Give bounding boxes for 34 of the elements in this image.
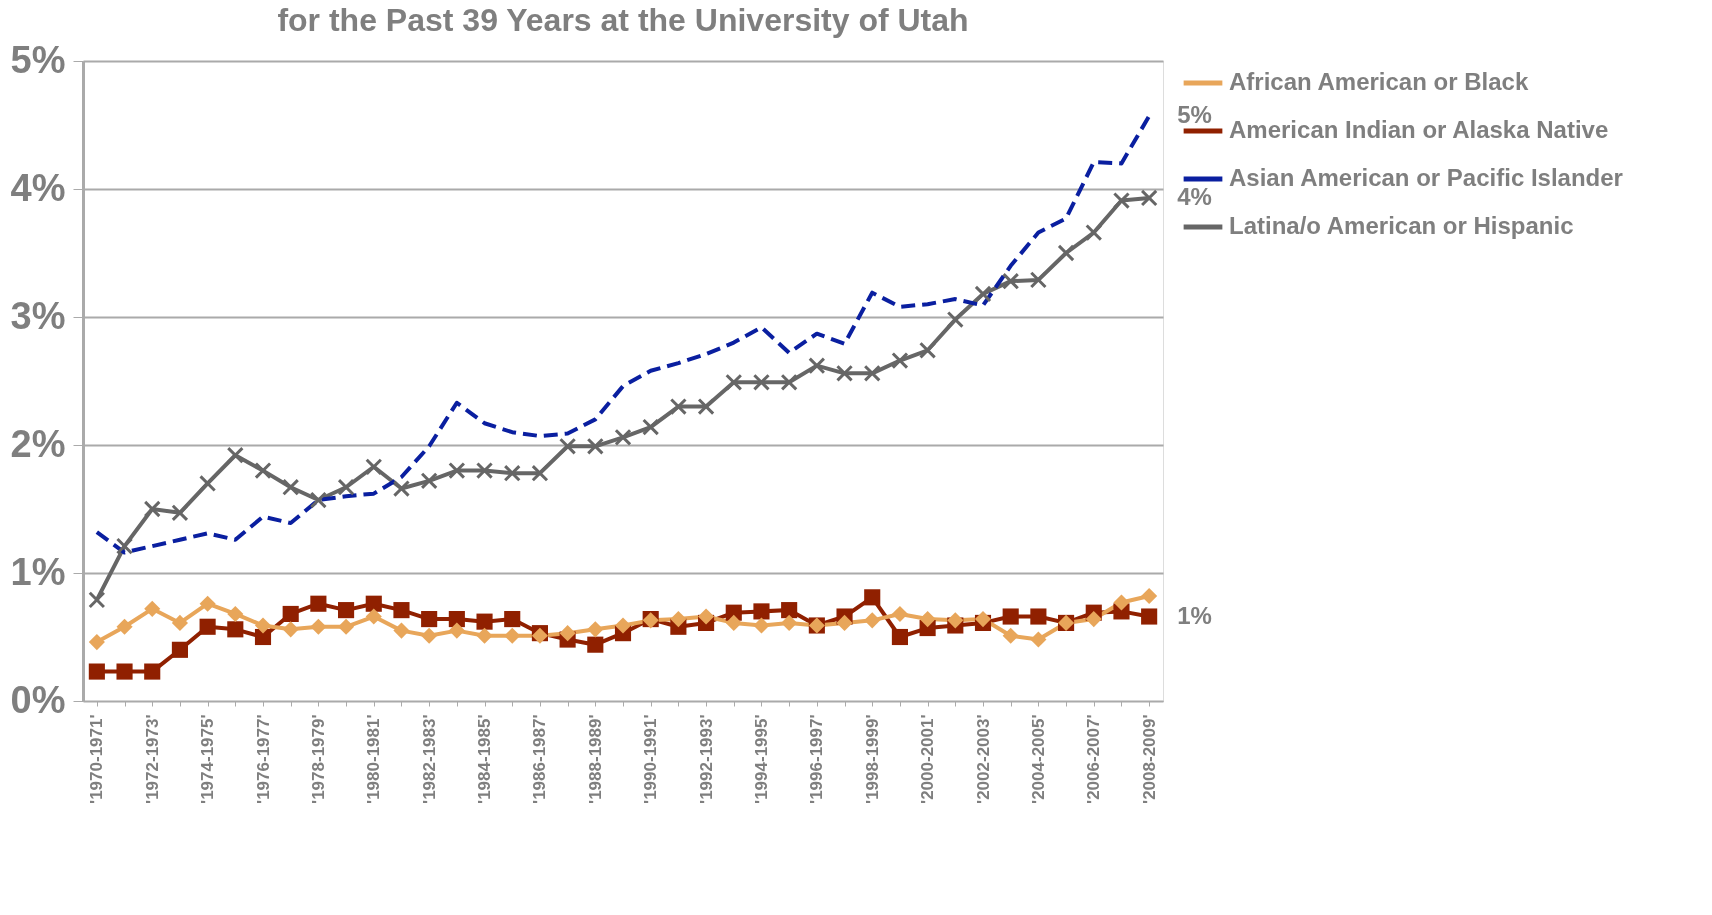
x-tick-label: '1992-1993' — [696, 714, 716, 804]
x-tick-label: '2000-2001' — [918, 714, 938, 804]
x-tick-label: '1998-1999' — [862, 714, 882, 804]
x-tick-label: '1970-1971' — [87, 714, 107, 804]
y-tick-label: 4% — [10, 166, 66, 209]
legend-label: Asian American or Pacific Islander — [1229, 164, 1623, 191]
x-tick-label: '1974-1975' — [198, 714, 218, 804]
data-label: 1% — [1177, 601, 1212, 629]
x-tick-label: '1986-1987' — [530, 714, 550, 804]
x-tick-label: '1982-1983' — [419, 714, 439, 804]
y-tick-label: 1% — [10, 550, 66, 593]
x-tick-label: '2002-2003' — [973, 714, 993, 804]
y-tick-label: 0% — [10, 678, 66, 721]
data-label: 5% — [1177, 101, 1212, 129]
x-tick-label: '2006-2007' — [1084, 714, 1104, 804]
x-tick-label: '1976-1977' — [253, 714, 273, 804]
legend-label: African American or Black — [1229, 68, 1529, 95]
x-tick-label: '1996-1997' — [807, 714, 827, 804]
legend-label: American Indian or Alaska Native — [1229, 116, 1609, 143]
x-tick-label: '1980-1981' — [364, 714, 384, 804]
y-tick-label: 3% — [10, 294, 66, 337]
y-tick-label: 5% — [10, 38, 66, 81]
x-tick-label: '1978-1979' — [308, 714, 328, 804]
x-tick-label: '2004-2005' — [1028, 714, 1048, 804]
x-tick-label: '2008-2009' — [1139, 714, 1159, 804]
y-tick-label: 2% — [10, 422, 66, 465]
data-label: 4% — [1177, 182, 1212, 210]
x-tick-label: '1972-1973' — [142, 714, 162, 804]
legend-label: Latina/o American or Hispanic — [1229, 212, 1574, 239]
chart-title: for the Past 39 Years at the University of Utah — [277, 2, 969, 38]
x-tick-label: '1990-1991' — [641, 714, 661, 804]
x-tick-label: '1988-1989' — [585, 714, 605, 804]
x-tick-label: '1984-1985' — [475, 714, 495, 804]
x-tick-label: '1994-1995' — [751, 714, 771, 804]
